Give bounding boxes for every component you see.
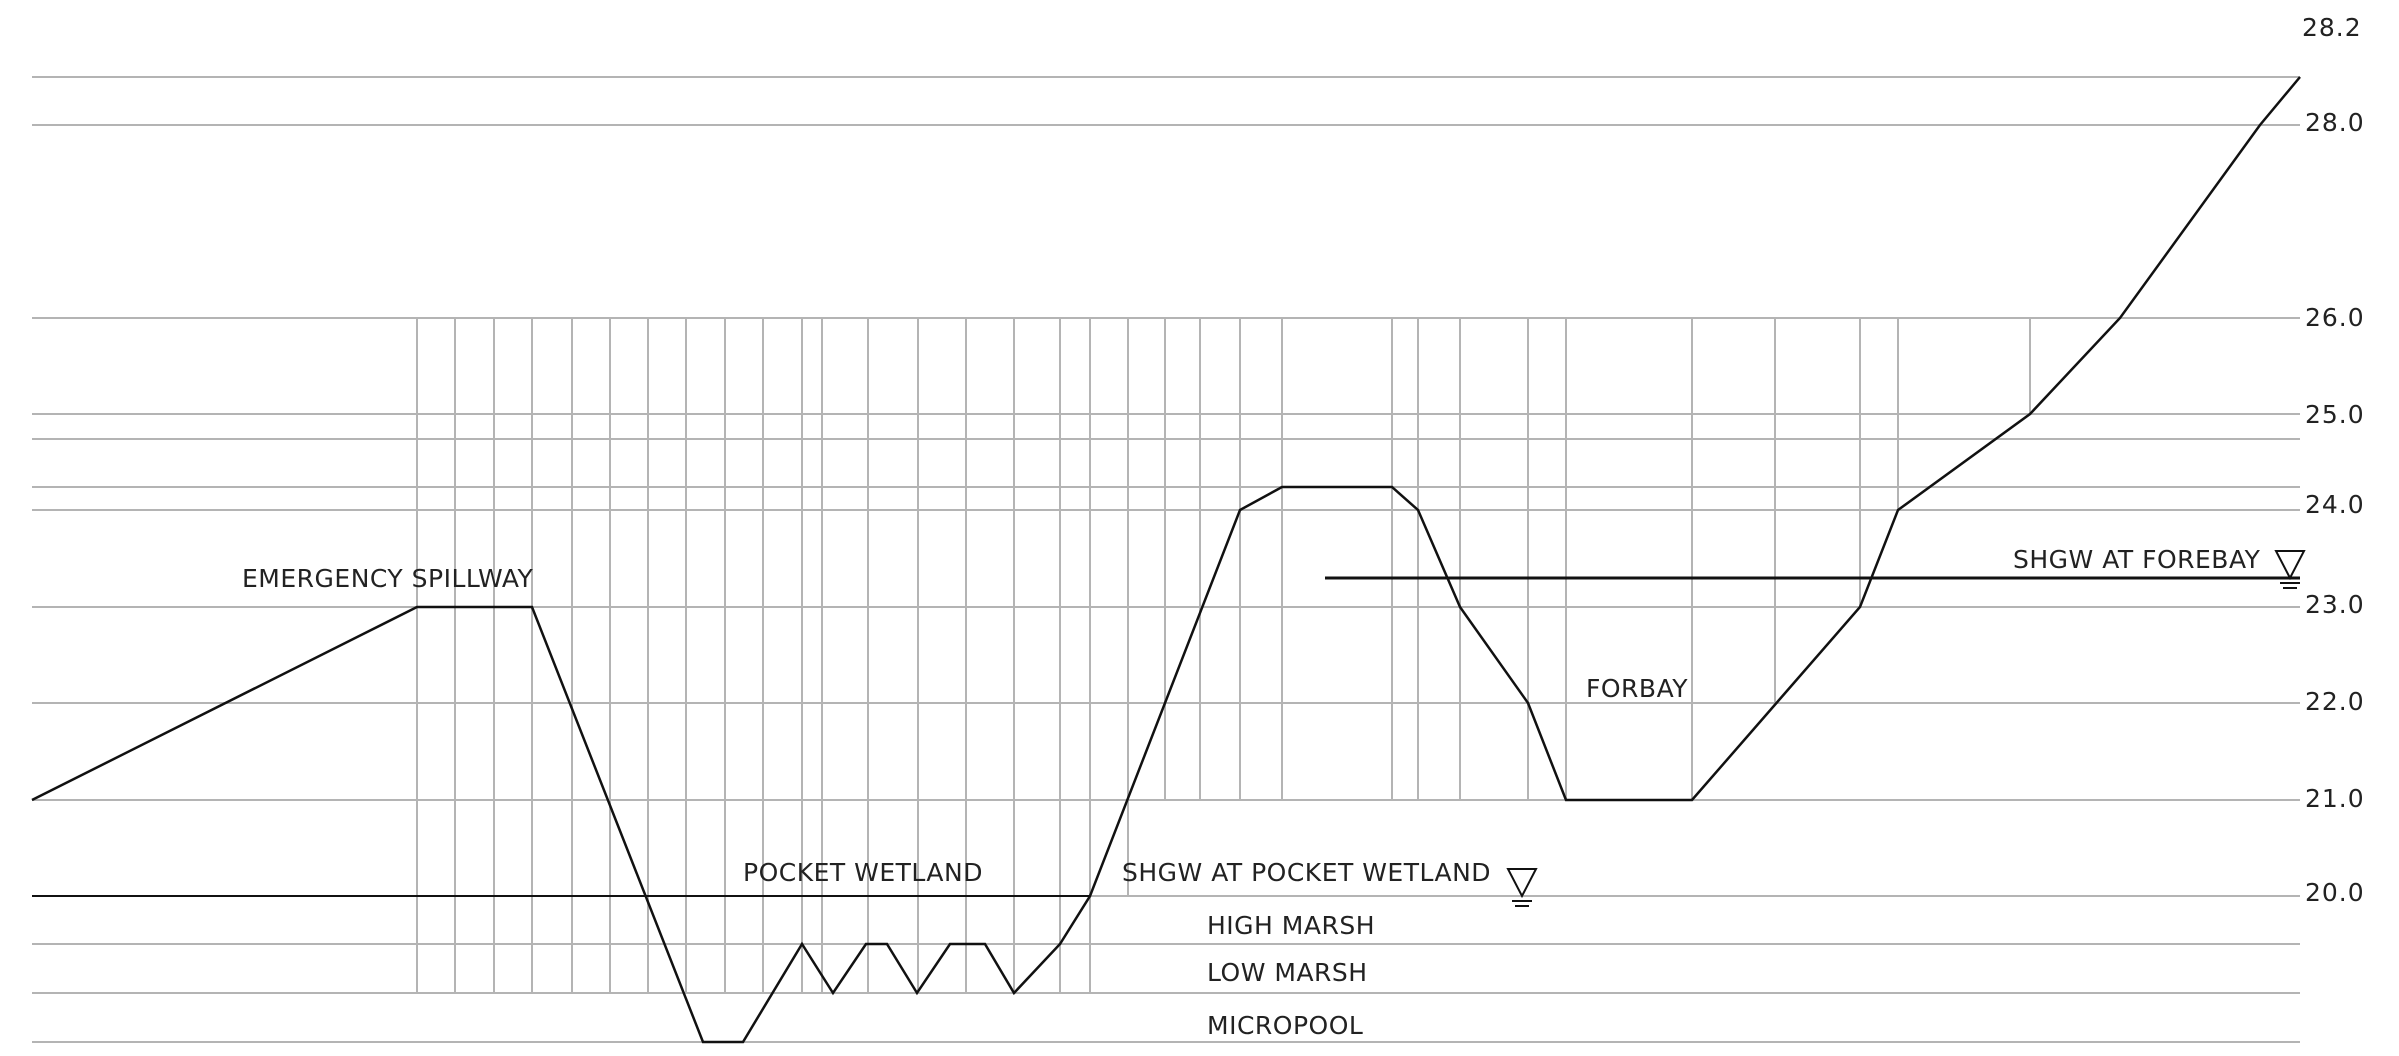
elevation-label-top: 28.2: [2302, 13, 2362, 42]
elevation-label-23: 23.0: [2305, 590, 2365, 619]
ground-profile-line: [31, 76, 2301, 1044]
label-low-marsh: LOW MARSH: [1207, 958, 1368, 987]
elevation-label-28: 28.0: [2305, 108, 2365, 137]
elevation-label-22: 22.0: [2305, 687, 2365, 716]
label-shgw-pocket-wetland: SHGW AT POCKET WETLAND: [1122, 858, 1491, 887]
label-shgw-forebay: SHGW AT FOREBAY: [2013, 545, 2261, 574]
feature-labels: EMERGENCY SPILLWAY POCKET WETLAND SHGW A…: [242, 545, 2261, 1040]
label-micropool: MICROPOOL: [1207, 1011, 1363, 1040]
water-level-symbol-forebay: [2274, 550, 2306, 589]
elevation-labels: 28.2 28.0 26.0 25.0 24.0 23.0 22.0 21.0 …: [2302, 13, 2365, 907]
label-high-marsh: HIGH MARSH: [1207, 911, 1375, 940]
elevation-label-21: 21.0: [2305, 784, 2365, 813]
label-pocket-wetland: POCKET WETLAND: [743, 858, 983, 887]
label-forbay: FORBAY: [1586, 674, 1688, 703]
water-level-symbol-pocket-wetland: [1506, 868, 1538, 907]
elevation-label-20: 20.0: [2305, 878, 2365, 907]
label-emergency-spillway: EMERGENCY SPILLWAY: [242, 564, 534, 593]
vertical-grid: [416, 318, 2031, 993]
elevation-label-25: 25.0: [2305, 400, 2365, 429]
elevation-label-26: 26.0: [2305, 303, 2365, 332]
elevation-label-24: 24.0: [2305, 490, 2365, 519]
